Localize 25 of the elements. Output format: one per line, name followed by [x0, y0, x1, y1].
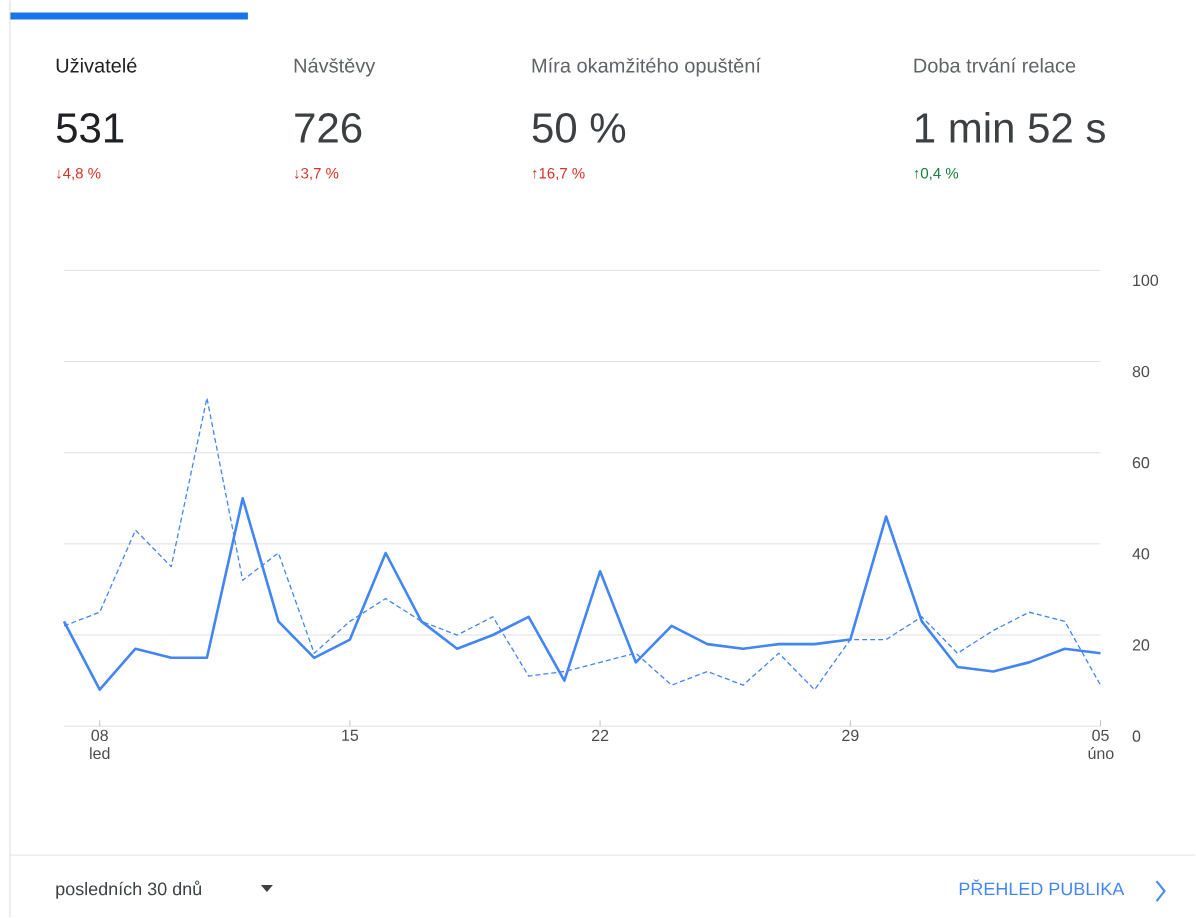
y-tick-label: 80 [1132, 366, 1150, 378]
x-tick-label: 22 [592, 729, 609, 742]
text: ↑16,7 % [532, 168, 585, 181]
y-tick-label: 100 [1133, 274, 1159, 287]
text: 1 min 52 s [916, 112, 1105, 144]
x-tick-label: 05 úno [1088, 729, 1114, 760]
text: 531 [56, 113, 124, 144]
text: Uživatelé [56, 57, 137, 73]
text: ↓3,7 % [295, 168, 339, 181]
text: 50 % [532, 113, 626, 144]
text: posledních 30 dnů [56, 880, 201, 900]
y-tick-label: 20 [1132, 639, 1150, 651]
y-tick-label: 40 [1132, 548, 1150, 560]
text: Doba trvání relace [914, 57, 1076, 73]
x-tick-label: 08 led [90, 729, 110, 760]
text: ↓4,8 % [57, 168, 101, 181]
text: Návštěvy [294, 57, 376, 77]
text: 726 [295, 113, 362, 144]
text: Míra okamžitého opuštění [532, 57, 761, 77]
x-tick-label: 29 [842, 729, 859, 742]
y-tick-label: 0 [1132, 730, 1141, 743]
x-tick-label: 15 [342, 729, 359, 742]
text: ↑0,4 % [914, 168, 959, 181]
text: PŘEHLED PUBLIKA [959, 879, 1125, 896]
y-tick-label: 60 [1132, 457, 1150, 469]
